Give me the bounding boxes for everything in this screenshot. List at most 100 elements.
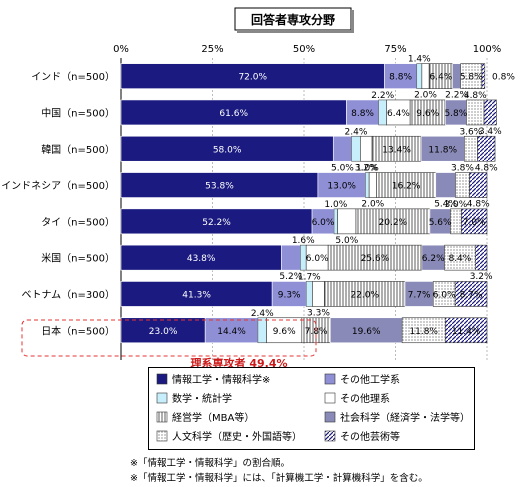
segment-value-label: 52.2% [202, 218, 231, 228]
segment-value-label: 20.2% [379, 218, 408, 228]
segment-value-label: 9.3% [278, 290, 301, 300]
segment-value-label: 0.8% [492, 73, 515, 83]
segment-value-label: 13.0% [327, 182, 356, 192]
bar-segment [483, 99, 497, 126]
legend-swatch [324, 430, 336, 442]
bar-segment [346, 99, 379, 126]
bar-segment [477, 135, 496, 162]
bar-segment [355, 208, 431, 235]
bar-segment [271, 281, 307, 307]
note-ordering: ※「情報工学・情報科学」の割合順。 [130, 458, 290, 469]
segment-value-label: 3.2% [470, 272, 493, 282]
segment-value-label: 43.8% [187, 254, 216, 264]
x-tick-label: 25% [201, 44, 223, 55]
chart-title-box: 回答者専攻分野 [234, 7, 354, 33]
category-label: 日本（n=500） [41, 324, 115, 337]
segment-value-label: 22.0% [350, 290, 379, 300]
bar-segment [401, 317, 446, 344]
segment-value-label: 2.2% [445, 91, 468, 101]
segment-value-label: 4.8% [467, 200, 490, 210]
segment-value-label: 5.0% [331, 163, 354, 173]
segment-value-label: 11.8% [409, 327, 438, 337]
legend-swatch [156, 392, 168, 404]
segment-value-label: 7.0% [463, 218, 486, 228]
bar-segment [120, 135, 334, 162]
japan-highlight-box [21, 319, 317, 357]
legend-label: 数学・統計学 [172, 392, 232, 405]
segment-value-label: 11.8% [428, 145, 457, 155]
bar-segment [368, 172, 377, 198]
bar-segment [120, 244, 282, 271]
chart-title: 回答者専攻分野 [251, 12, 335, 27]
category-label: インドネシア（n=500） [1, 180, 115, 192]
bar-segment [120, 317, 206, 344]
segment-value-label: 61.6% [219, 109, 248, 119]
bar-segment [365, 172, 370, 198]
bars [120, 63, 497, 344]
bar-segment [416, 63, 423, 89]
segment-value-label: 41.3% [182, 290, 211, 300]
bar-segment [120, 99, 347, 126]
segment-value-label: 2.0% [414, 91, 437, 101]
bar-segment [481, 63, 486, 89]
segment-value-label: 3.6% [459, 127, 482, 137]
bar-segment [454, 281, 488, 307]
segment-value-label: 2.2% [371, 91, 394, 101]
bar-segment [444, 317, 488, 344]
note-definition: ※「情報工学・情報科学」には、「計算機工学・計算機科学」を含む。 [130, 473, 428, 484]
bar-segment [435, 172, 456, 198]
segment-value-label: 9.6% [416, 109, 439, 119]
bar-segment [360, 135, 373, 162]
segment-value-label: 58.0% [213, 145, 242, 155]
segment-value-label: 6.4% [429, 73, 452, 83]
segment-value-label: 23.0% [149, 327, 178, 337]
segment-value-label: 11.4% [452, 327, 481, 337]
segment-value-label: 5.4% [434, 200, 457, 210]
category-label: 中国（n=500） [41, 106, 115, 119]
segment-value-label: 16.2% [392, 182, 421, 192]
x-axis-ticks: 0% 25% 50% 75% 100% [113, 44, 501, 55]
segment-value-label: 2.0% [361, 200, 384, 210]
x-tick-label: 0% [113, 44, 129, 55]
segment-value-label: 53.8% [205, 182, 234, 192]
segment-value-label: 3.3% [307, 308, 330, 318]
bar-segment [474, 244, 488, 271]
category-label: インド（n=500） [31, 71, 115, 83]
bar-segment [120, 208, 313, 235]
bar-segment [324, 281, 406, 307]
segment-labels: 72.0% 8.8% 1.4% 2.0% 6.4% 2.2% 5.8% 0.8% 61.6% 8.… [149, 55, 516, 337]
segment-value-label: 8.8% [389, 73, 412, 83]
category-label: 韓国（n=500） [41, 144, 115, 156]
bar-segment [409, 99, 446, 126]
segment-value-label: 13.4% [382, 145, 411, 155]
bar-segment [120, 63, 385, 89]
bar-segment [351, 135, 361, 162]
legend-swatch [324, 392, 336, 404]
segment-value-label: 3.4% [479, 127, 502, 137]
bar-segment [464, 135, 478, 162]
segment-value-label: 7.8% [305, 327, 328, 337]
x-tick-label: 75% [384, 44, 406, 55]
segment-value-label: 8.7% [460, 290, 483, 300]
segment-value-label: 1.4% [408, 55, 431, 65]
annotation-science-share: 理系専攻者 49.4% [191, 356, 288, 370]
bar-segment [120, 281, 273, 307]
segment-value-label: 14.4% [217, 327, 246, 337]
category-label: ベトナム（n=300） [21, 289, 115, 301]
bar-segment [257, 317, 267, 344]
segment-value-label: 1.0% [356, 164, 379, 174]
segment-value-label: 1.6% [292, 236, 315, 246]
bar-segment [469, 172, 488, 198]
segment-value-label: 1.0% [324, 200, 347, 210]
segment-value-label: 6.2% [422, 254, 445, 264]
legend-label: 人文科学（歴史・外国語等） [172, 430, 302, 443]
segment-value-label: 5.8% [460, 73, 483, 83]
segment-value-label: 6.0% [306, 254, 329, 264]
bar-segment [327, 244, 423, 271]
segment-value-label: 19.6% [352, 327, 381, 337]
bar-segment [281, 244, 301, 271]
bar-segment [333, 208, 338, 235]
segment-value-label: 25.6% [361, 254, 390, 264]
segment-value-label: 4.8% [475, 163, 498, 173]
segment-value-label: 72.0% [238, 73, 267, 83]
